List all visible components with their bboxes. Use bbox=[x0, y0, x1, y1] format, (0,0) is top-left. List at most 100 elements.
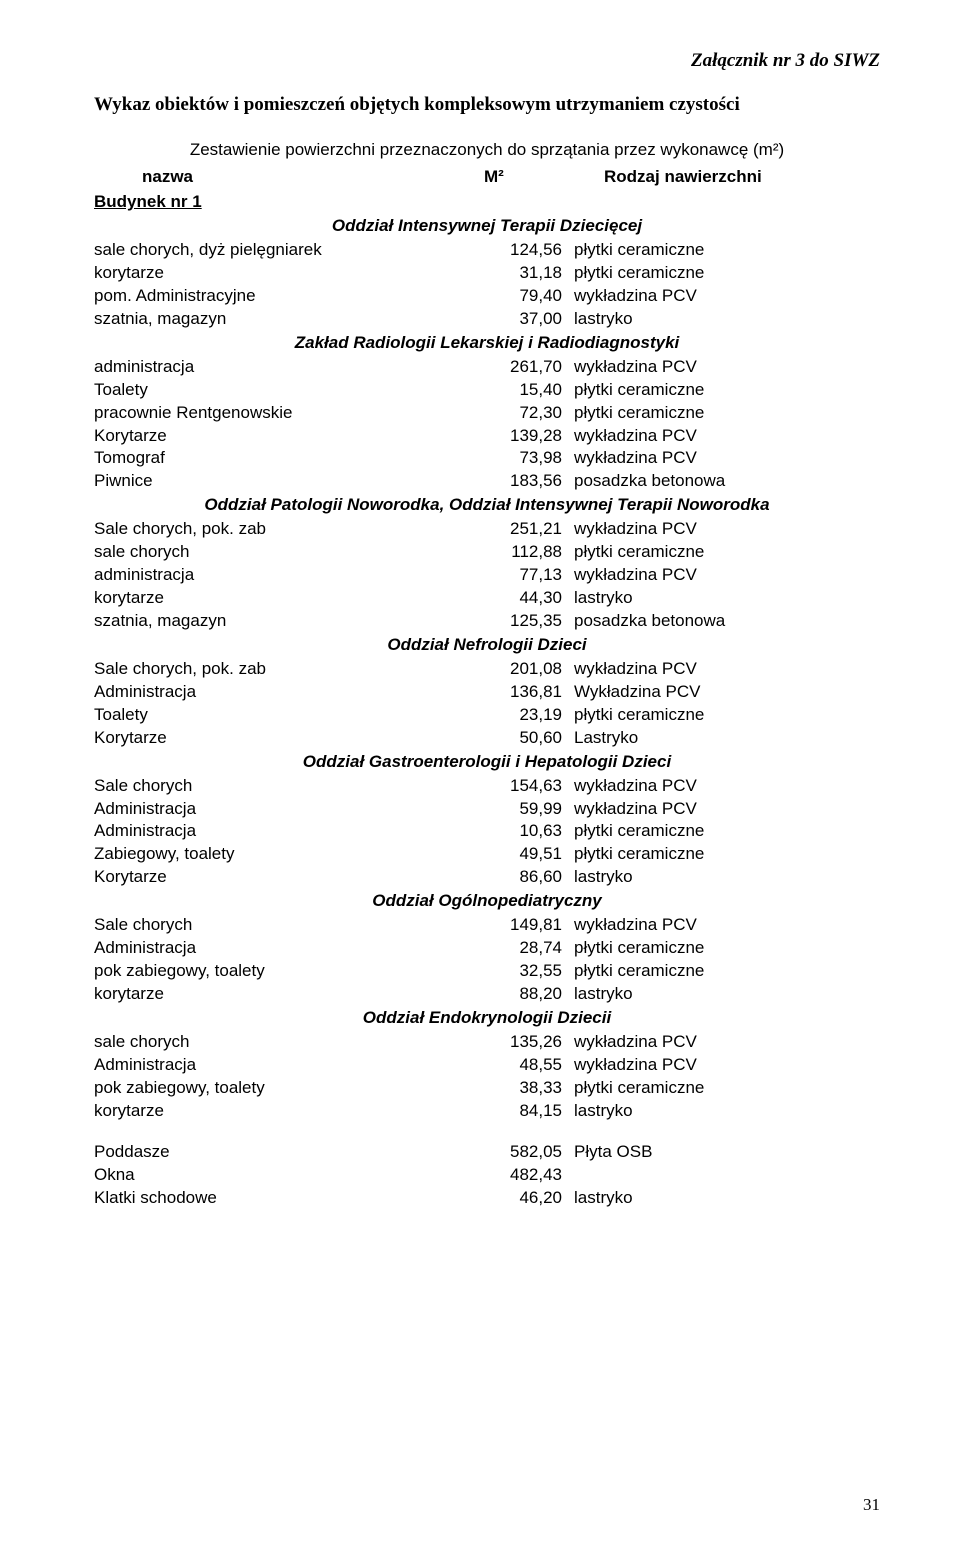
table-row: Poddasze582,05Płyta OSB bbox=[94, 1141, 880, 1164]
cell-name: korytarze bbox=[94, 1100, 464, 1123]
cell-value: 125,35 bbox=[464, 610, 574, 633]
cell-name: Zabiegowy, toalety bbox=[94, 843, 464, 866]
cell-name: Korytarze bbox=[94, 866, 464, 889]
table-row: Zabiegowy, toalety49,51płytki ceramiczne bbox=[94, 843, 880, 866]
cell-surface: płytki ceramiczne bbox=[574, 239, 880, 262]
document-subtitle: Zestawienie powierzchni przeznaczonych d… bbox=[94, 139, 880, 162]
cell-name: Sale chorych, pok. zab bbox=[94, 518, 464, 541]
cell-value: 154,63 bbox=[464, 775, 574, 798]
cell-value: 77,13 bbox=[464, 564, 574, 587]
cell-surface: Płyta OSB bbox=[574, 1141, 880, 1164]
cell-value: 59,99 bbox=[464, 798, 574, 821]
table-row: pok zabiegowy, toalety38,33płytki cerami… bbox=[94, 1077, 880, 1100]
header-surface: Rodzaj nawierzchni bbox=[604, 166, 880, 189]
table-row: Sale chorych, pok. zab201,08wykładzina P… bbox=[94, 658, 880, 681]
cell-name: Tomograf bbox=[94, 447, 464, 470]
table-row: Okna482,43 bbox=[94, 1164, 880, 1187]
section-title: Oddział Gastroenterologii i Hepatologii … bbox=[94, 751, 880, 774]
cell-surface: płytki ceramiczne bbox=[574, 262, 880, 285]
cell-value: 28,74 bbox=[464, 937, 574, 960]
cell-name: Poddasze bbox=[94, 1141, 464, 1164]
cell-surface: płytki ceramiczne bbox=[574, 402, 880, 425]
cell-name: Administracja bbox=[94, 1054, 464, 1077]
cell-value: 84,15 bbox=[464, 1100, 574, 1123]
cell-surface: lastryko bbox=[574, 866, 880, 889]
cell-name: pok zabiegowy, toalety bbox=[94, 1077, 464, 1100]
cell-name: Sale chorych bbox=[94, 914, 464, 937]
cell-surface: lastryko bbox=[574, 983, 880, 1006]
table-row: Tomograf73,98wykładzina PCV bbox=[94, 447, 880, 470]
cell-name: Sale chorych, pok. zab bbox=[94, 658, 464, 681]
table-row: Korytarze86,60lastryko bbox=[94, 866, 880, 889]
document-title: Wykaz obiektów i pomieszczeń objętych ko… bbox=[94, 92, 880, 118]
cell-value: 72,30 bbox=[464, 402, 574, 425]
section-title: Oddział Patologii Noworodka, Oddział Int… bbox=[94, 494, 880, 517]
cell-name: Sale chorych bbox=[94, 775, 464, 798]
cell-name: Toalety bbox=[94, 704, 464, 727]
cell-value: 50,60 bbox=[464, 727, 574, 750]
cell-value: 136,81 bbox=[464, 681, 574, 704]
cell-surface: posadzka betonowa bbox=[574, 610, 880, 633]
page-number: 31 bbox=[863, 1494, 880, 1517]
cell-surface: wykładzina PCV bbox=[574, 564, 880, 587]
table-row: pom. Administracyjne79,40wykładzina PCV bbox=[94, 285, 880, 308]
document-page: Załącznik nr 3 do SIWZ Wykaz obiektów i … bbox=[0, 0, 960, 1543]
table-row: szatnia, magazyn125,35posadzka betonowa bbox=[94, 610, 880, 633]
cell-surface: wykładzina PCV bbox=[574, 658, 880, 681]
cell-surface: wykładzina PCV bbox=[574, 285, 880, 308]
table-row: Toalety15,40płytki ceramiczne bbox=[94, 379, 880, 402]
table-row: Klatki schodowe46,20lastryko bbox=[94, 1187, 880, 1210]
table-row: Administracja10,63płytki ceramiczne bbox=[94, 820, 880, 843]
table-row: korytarze44,30lastryko bbox=[94, 587, 880, 610]
table-row: Korytarze50,60Lastryko bbox=[94, 727, 880, 750]
cell-name: Korytarze bbox=[94, 425, 464, 448]
cell-surface: płytki ceramiczne bbox=[574, 704, 880, 727]
building-label: Budynek nr 1 bbox=[94, 191, 880, 214]
cell-value: 112,88 bbox=[464, 541, 574, 564]
cell-surface: płytki ceramiczne bbox=[574, 843, 880, 866]
cell-value: 10,63 bbox=[464, 820, 574, 843]
cell-surface: wykładzina PCV bbox=[574, 1031, 880, 1054]
cell-name: administracja bbox=[94, 564, 464, 587]
table-row: Administracja136,81Wykładzina PCV bbox=[94, 681, 880, 704]
cell-name: sale chorych bbox=[94, 1031, 464, 1054]
cell-value: 32,55 bbox=[464, 960, 574, 983]
cell-name: Toalety bbox=[94, 379, 464, 402]
cell-value: 582,05 bbox=[464, 1141, 574, 1164]
cell-name: korytarze bbox=[94, 262, 464, 285]
cell-value: 482,43 bbox=[464, 1164, 574, 1187]
sections-container: Oddział Intensywnej Terapii Dziecięcejsa… bbox=[94, 215, 880, 1123]
cell-name: Korytarze bbox=[94, 727, 464, 750]
cell-surface: lastryko bbox=[574, 1187, 880, 1210]
table-row: pok zabiegowy, toalety32,55płytki cerami… bbox=[94, 960, 880, 983]
cell-surface: płytki ceramiczne bbox=[574, 1077, 880, 1100]
cell-surface bbox=[574, 1164, 880, 1187]
attachment-label: Załącznik nr 3 do SIWZ bbox=[94, 48, 880, 74]
cell-name: administracja bbox=[94, 356, 464, 379]
cell-name: Administracja bbox=[94, 820, 464, 843]
cell-value: 201,08 bbox=[464, 658, 574, 681]
table-row: pracownie Rentgenowskie72,30płytki ceram… bbox=[94, 402, 880, 425]
cell-value: 124,56 bbox=[464, 239, 574, 262]
cell-value: 149,81 bbox=[464, 914, 574, 937]
cell-surface: wykładzina PCV bbox=[574, 798, 880, 821]
cell-surface: wykładzina PCV bbox=[574, 356, 880, 379]
cell-value: 23,19 bbox=[464, 704, 574, 727]
cell-value: 261,70 bbox=[464, 356, 574, 379]
cell-surface: wykładzina PCV bbox=[574, 1054, 880, 1077]
section-title: Oddział Endokrynologii Dziecii bbox=[94, 1007, 880, 1030]
table-row: Sale chorych154,63wykładzina PCV bbox=[94, 775, 880, 798]
table-row: sale chorych135,26wykładzina PCV bbox=[94, 1031, 880, 1054]
table-row: administracja77,13wykładzina PCV bbox=[94, 564, 880, 587]
table-row: sale chorych, dyż pielęgniarek124,56płyt… bbox=[94, 239, 880, 262]
cell-name: pom. Administracyjne bbox=[94, 285, 464, 308]
cell-value: 251,21 bbox=[464, 518, 574, 541]
cell-value: 183,56 bbox=[464, 470, 574, 493]
header-name: nazwa bbox=[94, 166, 484, 189]
cell-name: korytarze bbox=[94, 587, 464, 610]
cell-surface: posadzka betonowa bbox=[574, 470, 880, 493]
cell-name: korytarze bbox=[94, 983, 464, 1006]
cell-name: Okna bbox=[94, 1164, 464, 1187]
cell-surface: płytki ceramiczne bbox=[574, 541, 880, 564]
cell-name: szatnia, magazyn bbox=[94, 610, 464, 633]
